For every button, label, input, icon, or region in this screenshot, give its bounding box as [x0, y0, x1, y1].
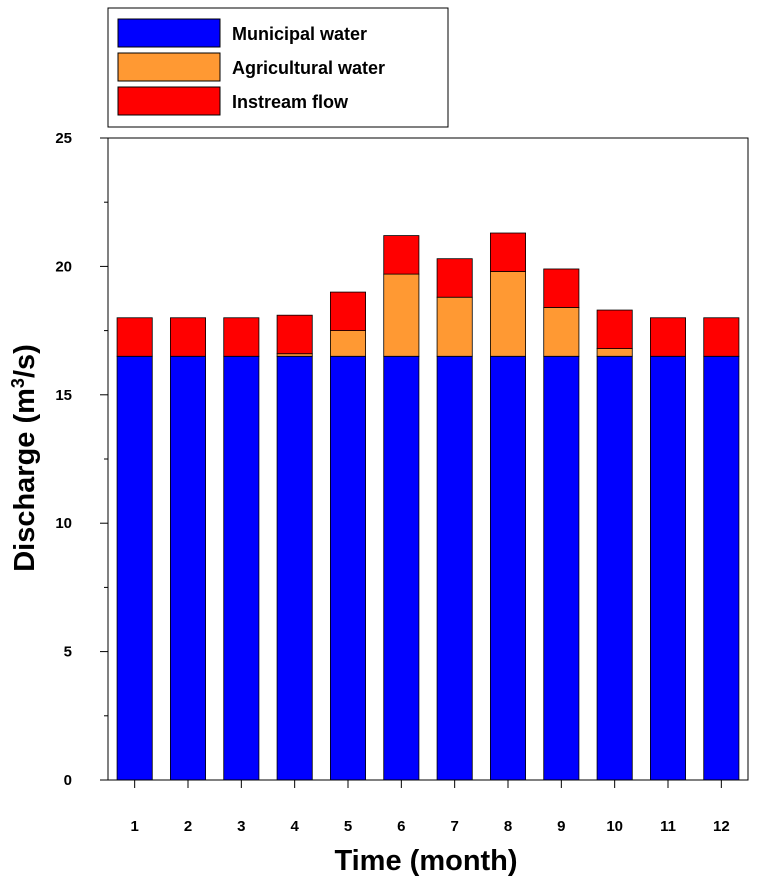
bar-segment-municipal — [596, 355, 633, 781]
y-tick-label: 15 — [55, 387, 72, 404]
bar-segment-municipal — [276, 355, 313, 781]
bar-segment-instream — [276, 314, 313, 355]
x-tick-label: 12 — [713, 818, 730, 835]
y-axis-title: Discharge (m3/s) — [8, 344, 41, 572]
bar-segment-agricultural — [436, 296, 473, 357]
y-tick-label: 0 — [64, 772, 72, 789]
bar-segment-municipal — [329, 355, 366, 781]
bar-segment-agricultural — [596, 348, 633, 357]
x-tick-label: 4 — [290, 818, 299, 835]
x-tick-label: 1 — [130, 818, 138, 835]
x-tick-label: 6 — [397, 818, 405, 835]
bar-segment-municipal — [116, 355, 153, 781]
x-tick-label: 8 — [504, 818, 512, 835]
x-tick-label: 10 — [606, 818, 623, 835]
bar-segment-municipal — [650, 355, 687, 781]
x-tick-label: 2 — [184, 818, 192, 835]
bar-segment-agricultural — [543, 307, 580, 357]
legend-swatch — [117, 52, 221, 82]
x-tick-label: 9 — [557, 818, 565, 835]
bar-segment-instream — [596, 309, 633, 349]
y-axis-title-sup: 3 — [8, 378, 28, 388]
bar-segment-agricultural — [329, 330, 366, 357]
y-tick-label: 25 — [55, 130, 72, 147]
x-axis-title: Time (month) — [334, 845, 517, 877]
bar-segment-instream — [650, 317, 687, 357]
y-tick-label: 10 — [55, 515, 72, 532]
bar-segment-municipal — [169, 355, 206, 781]
bar-segment-instream — [489, 232, 526, 272]
bar-segment-agricultural — [489, 271, 526, 357]
bars-group — [116, 232, 740, 781]
bar-segment-instream — [703, 317, 740, 357]
bar-segment-instream — [436, 258, 473, 298]
y-axis-title-end: /s) — [9, 344, 41, 378]
y-axis: 0 5 10 15 20 25 — [55, 130, 108, 789]
bar-segment-municipal — [489, 355, 526, 781]
bar-segment-municipal — [436, 355, 473, 781]
legend-swatch — [117, 86, 221, 116]
legend-label: Municipal water — [232, 24, 367, 44]
x-axis: 1 2 3 4 5 6 7 8 9 10 11 12 — [130, 780, 730, 835]
legend-label: Instream flow — [232, 92, 349, 112]
bar-segment-instream — [169, 317, 206, 357]
x-tick-label: 3 — [237, 818, 245, 835]
legend-swatch — [117, 18, 221, 48]
bar-segment-instream — [116, 317, 153, 357]
y-axis-title-main: Discharge (m — [9, 388, 41, 572]
bar-segment-instream — [223, 317, 260, 357]
bar-segment-agricultural — [383, 273, 420, 357]
bar-segment-municipal — [383, 355, 420, 781]
legend: Municipal water Agricultural water Instrea… — [107, 7, 449, 128]
bar-segment-municipal — [703, 355, 740, 781]
bar-segment-instream — [383, 235, 420, 275]
x-tick-label: 5 — [344, 818, 352, 835]
y-tick-label: 5 — [64, 644, 72, 661]
y-tick-label: 20 — [55, 258, 72, 275]
x-tick-label: 11 — [660, 818, 676, 835]
bar-segment-instream — [543, 268, 580, 308]
x-tick-label: 7 — [450, 818, 458, 835]
legend-label: Agricultural water — [232, 58, 385, 78]
bar-segment-municipal — [223, 355, 260, 781]
bar-segment-instream — [329, 291, 366, 331]
bar-segment-municipal — [543, 355, 580, 781]
